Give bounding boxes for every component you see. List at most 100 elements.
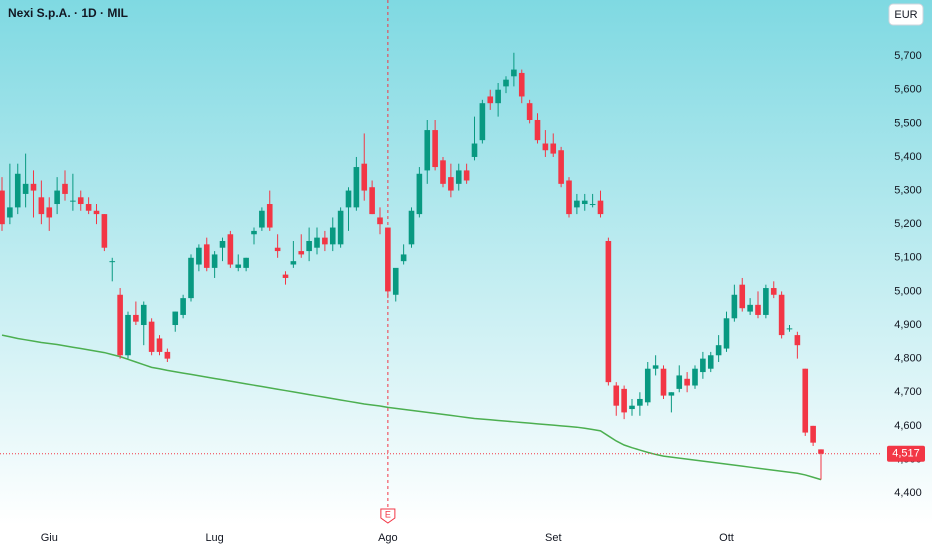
candle-body — [424, 130, 431, 171]
candle-body — [243, 257, 249, 268]
candle-body — [156, 338, 163, 352]
candle-body — [597, 200, 604, 215]
candle-body — [266, 204, 273, 228]
candle-body — [337, 210, 344, 245]
candle-body — [133, 314, 139, 322]
candle-body — [770, 288, 777, 295]
candle-body — [38, 197, 45, 215]
candle-body — [385, 227, 391, 292]
candle-body — [644, 368, 651, 403]
candle-body — [652, 365, 659, 369]
candle-body — [794, 335, 801, 346]
candle-body — [668, 392, 675, 396]
candle-body — [392, 267, 399, 295]
y-tick-label: 5,000 — [894, 285, 922, 297]
candle-body — [448, 177, 454, 191]
last-price-box — [887, 445, 925, 462]
candle-body — [140, 304, 147, 326]
candle-body — [723, 318, 730, 349]
candle-body — [526, 103, 533, 120]
candle-body — [274, 247, 281, 252]
candle-body — [30, 183, 37, 191]
candle-body — [408, 210, 415, 245]
candle-body — [109, 261, 116, 263]
candle-body — [180, 298, 186, 315]
currency-label[interactable]: EUR — [894, 9, 917, 21]
candle-body — [172, 311, 179, 326]
candle-body — [487, 96, 494, 104]
candle-body — [62, 183, 68, 194]
candle-body — [684, 378, 690, 386]
x-tick-label: Lug — [205, 532, 223, 544]
currency-button[interactable] — [888, 3, 924, 26]
candle-body — [400, 254, 407, 262]
y-tick-label: 5,400 — [894, 151, 922, 163]
y-tick-label: 4,800 — [894, 353, 922, 365]
candle-body — [778, 294, 785, 336]
y-tick-label: 5,500 — [894, 117, 922, 129]
event-marker: E — [385, 509, 391, 519]
candle-body — [117, 294, 123, 356]
time-axis-background — [0, 525, 932, 550]
candle-body — [46, 207, 53, 218]
x-tick-label: Ago — [378, 532, 398, 544]
candle-body — [54, 190, 60, 205]
plot-background — [0, 0, 932, 525]
candle-body — [196, 247, 202, 265]
candle-body — [589, 204, 596, 206]
candle-body — [700, 358, 706, 373]
candle-body — [101, 214, 108, 248]
chart-title: Nexi S.p.A. · 1D · MIL — [8, 6, 128, 20]
candle-body — [802, 368, 809, 433]
candle-body — [329, 227, 336, 245]
candle-body — [353, 167, 360, 208]
candle-body — [290, 261, 297, 265]
candle-body — [455, 170, 462, 184]
x-tick-label: Giu — [41, 532, 58, 544]
y-tick-label: 4,900 — [894, 319, 922, 331]
candle-body — [85, 204, 92, 211]
y-tick-label: 4,700 — [894, 386, 922, 398]
candle-body — [298, 251, 305, 255]
candle-body — [471, 143, 478, 157]
candle-body — [227, 234, 234, 265]
candle-body — [581, 200, 588, 205]
candle-body — [93, 210, 100, 215]
candle-body — [70, 200, 76, 202]
candle-body — [739, 284, 746, 309]
last-price-label: 4,517 — [892, 448, 920, 460]
candle-body — [463, 170, 470, 181]
moving-average-line — [1, 334, 822, 481]
candle-body — [660, 368, 667, 396]
y-tick-label: 5,200 — [894, 218, 922, 230]
candle-body — [369, 187, 375, 215]
candle-body — [747, 304, 753, 312]
candle-body — [314, 237, 320, 248]
candle-body — [22, 183, 29, 194]
candle-body — [692, 368, 698, 386]
candle-body — [558, 150, 564, 184]
candle-body — [503, 79, 509, 87]
candle-body — [282, 274, 289, 278]
candle-body — [416, 173, 423, 215]
candle-body — [0, 190, 5, 225]
candle-body — [676, 375, 683, 389]
y-tick-label: 5,700 — [894, 50, 922, 62]
candle-body — [542, 143, 549, 151]
y-tick-label: 5,600 — [894, 84, 922, 96]
candle-body — [810, 425, 816, 443]
candle-body — [361, 163, 368, 191]
candle-body — [322, 237, 328, 245]
candle-body — [550, 143, 557, 154]
candle-body — [377, 217, 383, 225]
candle-body — [818, 449, 824, 454]
candle-body — [211, 254, 218, 268]
y-tick-label: 5,300 — [894, 184, 922, 196]
candle-body — [511, 69, 517, 77]
candle-body — [731, 294, 738, 319]
candle-body — [251, 230, 257, 235]
candle-body — [574, 200, 580, 208]
candle-body — [259, 210, 265, 228]
